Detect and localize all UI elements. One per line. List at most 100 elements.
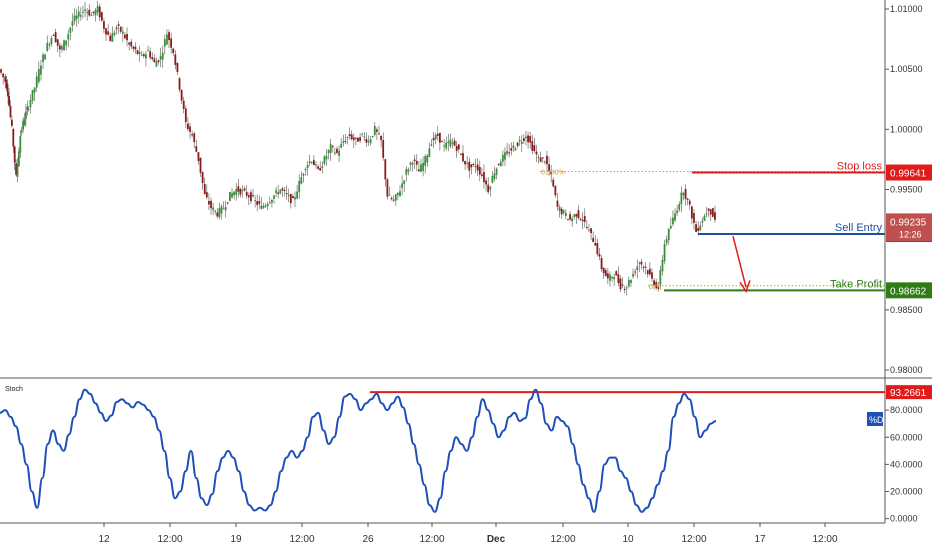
candle-body [8,95,10,106]
candle-body [472,164,475,166]
candle-body [334,152,336,154]
time-tick-label: 12:00 [419,534,444,545]
candle-body [252,195,254,197]
candle-body [130,41,133,47]
series-badge-label: %D [869,415,884,425]
candle-body [40,65,42,75]
candle-body [424,156,427,166]
candle-body [201,171,204,184]
candle-body [315,164,317,166]
candle-body [54,32,57,43]
candle-body [548,164,550,171]
candle-body [197,152,200,161]
candle-body [638,262,641,264]
candle-body [527,135,529,143]
candle-body [375,129,378,132]
candle-body [648,268,651,275]
candle-body [23,119,26,126]
candle-body [16,164,19,177]
candle-body [48,44,51,46]
candle-body [306,164,309,169]
candle-body [128,42,131,45]
candle-body [611,276,613,279]
candle-body [613,277,616,280]
candle-body [552,179,555,187]
candle-body [567,219,569,221]
candle-body [592,237,595,243]
candle-body [663,244,666,262]
candle-body [348,134,351,137]
candle-body [180,90,183,101]
candle-body [56,39,59,46]
candle-body [92,11,95,13]
stochastic-axis: 80.0000 60.0000 40.0000 20.0000 0.0000 93.266… [885,385,932,524]
candle-body [495,168,498,175]
candle-body [556,200,559,207]
candle-body [340,143,343,148]
candle-body [602,267,605,274]
candle-body [149,51,152,58]
candle-body [653,280,655,286]
candle-body [604,270,607,277]
candle-body [363,136,366,138]
candle-body [361,133,364,135]
candle-body [695,224,697,232]
candle-body [617,274,620,283]
candle-body [497,164,500,166]
candle-body [287,194,290,197]
candle-body [35,76,38,88]
price-tick-label: 1.00500 [890,64,923,74]
candle-body [621,284,624,286]
candle-body [462,153,464,162]
time-tick-label: 12 [98,534,110,545]
candle-body [466,162,469,164]
candle-body [268,202,271,204]
candle-body [77,11,80,17]
candle-body [485,180,487,185]
candle-body [634,271,637,273]
candle-body [161,52,164,60]
candle-body [512,145,515,148]
candle-body [594,243,597,246]
candle-body [24,111,27,119]
stoch-level-badge [886,385,932,400]
candle-body [98,6,101,18]
time-tick-label: 10 [622,534,634,545]
candle-body [686,198,689,200]
candle-body [172,48,175,53]
candle-body [693,213,695,223]
candle-body [22,120,24,130]
candle-body [701,221,704,223]
time-axis: 12 12:00 19 12:00 26 12:00 Dec 12:00 10 12:00 17 12… [0,522,885,545]
candle-body [115,27,118,30]
stoch-tick-label: 60.0000 [890,432,923,442]
time-tick-label: 26 [362,534,374,545]
candle-body [344,140,347,142]
candle-body [100,12,103,21]
candle-body [619,278,622,290]
candle-body [157,60,160,63]
stoch-label: Stoch [5,386,23,393]
candle-body [409,162,412,165]
candle-body [705,213,708,215]
candle-body [285,192,288,194]
candle-body [4,76,7,82]
candle-body [596,243,599,255]
candle-body [20,130,23,133]
candle-body [470,164,473,168]
candle-body [226,202,229,204]
candle-body [583,216,586,222]
candle-body [210,200,212,209]
candle-body [63,40,65,51]
price-pane: 61.80% 0.0 Stop loss Sell Entry Take Profit [0,1,932,379]
candle-body [220,206,223,214]
candle-body [304,169,307,171]
candle-body [178,78,181,90]
candle-body [132,46,135,49]
candle-body [464,160,466,165]
candle-body [711,208,714,217]
stoch-line [0,388,717,513]
candle-body [655,281,658,289]
candle-body [659,270,662,285]
candle-body [365,138,368,143]
